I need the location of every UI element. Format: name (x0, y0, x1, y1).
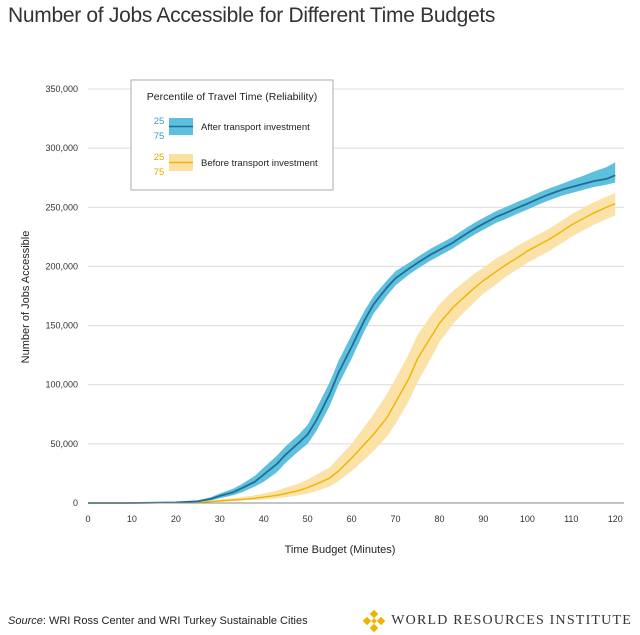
y-tick-label: 300,000 (45, 143, 78, 153)
legend-after-upper-pct: 25 (154, 116, 165, 127)
y-ticks: 0 50,000 100,000 150,000 200,000 250,000 300,0… (45, 84, 78, 508)
source-note: Source: WRI Ross Center and WRI Turkey S… (8, 615, 308, 627)
legend-before-label: Before transport investment (201, 158, 318, 169)
source-label: Source (8, 615, 43, 627)
before-band (88, 193, 616, 503)
x-tick-label: 110 (564, 514, 578, 524)
legend-before-upper-pct: 25 (154, 152, 165, 163)
x-ticks: 0 10 20 30 40 50 60 70 80 90 100 110 120 (85, 514, 622, 524)
legend-title: Percentile of Travel Time (Reliability) (147, 91, 317, 103)
legend: Percentile of Travel Time (Reliability) … (130, 79, 334, 191)
x-tick-label: 40 (259, 514, 269, 524)
wri-brand: WORLD RESOURCES INSTITUTE (363, 610, 632, 632)
y-tick-label: 0 (73, 498, 78, 508)
x-tick-label: 50 (303, 514, 313, 524)
x-tick-label: 10 (127, 514, 137, 524)
y-tick-label: 150,000 (45, 321, 78, 331)
x-tick-label: 90 (478, 514, 488, 524)
source-text: : WRI Ross Center and WRI Turkey Sustain… (42, 615, 308, 627)
median-lines (88, 174, 616, 504)
percentile-bands (88, 162, 616, 503)
x-tick-label: 60 (347, 514, 357, 524)
x-tick-label: 0 (85, 514, 90, 524)
legend-after-label: After transport investment (201, 122, 310, 133)
page-title: Number of Jobs Accessible for Different … (8, 4, 496, 27)
y-axis-label: Number of Jobs Accessible (20, 231, 32, 364)
after-median-line (88, 174, 616, 504)
x-tick-label: 100 (520, 514, 535, 524)
legend-after-lower-pct: 75 (154, 131, 165, 142)
brand-name: WORLD RESOURCES INSTITUTE (391, 613, 632, 628)
x-axis-label: Time Budget (Minutes) (285, 544, 396, 556)
x-tick-label: 20 (171, 514, 181, 524)
x-tick-label: 70 (391, 514, 401, 524)
y-tick-label: 200,000 (45, 261, 78, 271)
y-tick-label: 250,000 (45, 202, 78, 212)
legend-before-lower-pct: 75 (154, 167, 165, 178)
y-tick-label: 350,000 (45, 84, 78, 94)
x-tick-label: 80 (434, 514, 444, 524)
x-tick-label: 120 (608, 514, 623, 524)
jobs-chart: 0 50,000 100,000 150,000 200,000 250,000 300,0… (20, 79, 624, 556)
y-tick-label: 50,000 (50, 439, 78, 449)
x-tick-label: 30 (215, 514, 225, 524)
before-median-line (88, 203, 616, 504)
y-tick-label: 100,000 (45, 380, 78, 390)
legend-box (130, 79, 334, 191)
wri-logo-icon (363, 610, 386, 632)
